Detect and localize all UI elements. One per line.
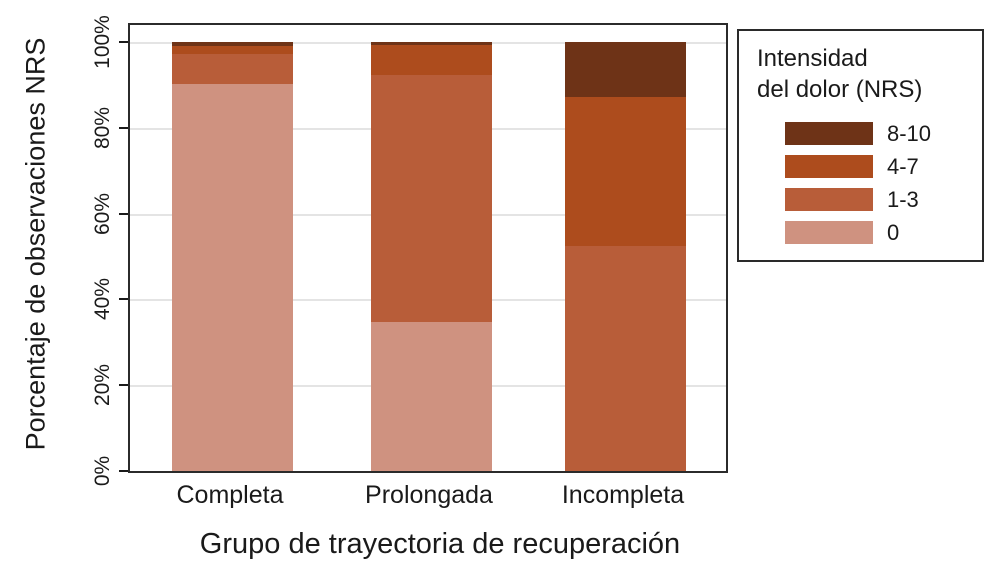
bar-incompleta <box>564 42 686 471</box>
legend-swatch-8-10 <box>785 122 873 145</box>
x-tick-label-incompleta: Incompleta <box>561 481 685 509</box>
y-tick-60% <box>119 212 128 215</box>
legend-swatch-0 <box>785 221 873 244</box>
y-tick-20% <box>119 384 128 387</box>
bar-incompleta-segment-1-3 <box>564 246 686 471</box>
y-tick-0% <box>119 470 128 472</box>
legend-title-line2: del dolor (NRS) <box>757 76 923 103</box>
bar-completa-segment-8-10 <box>171 42 293 47</box>
bar-prolongada-segment-8-10 <box>370 42 492 45</box>
y-tick-label-0%: 0% <box>91 455 114 487</box>
bar-prolongada-segment-4-7 <box>370 44 492 76</box>
y-tick-80% <box>119 126 128 129</box>
legend-label-8-10: 8-10 <box>887 120 932 146</box>
legend-label-1-3: 1-3 <box>887 186 919 212</box>
legend-label-4-7: 4-7 <box>887 153 919 179</box>
legend-swatch-1-3 <box>785 188 873 211</box>
x-tick-label-prolongada: Prolongada <box>365 481 493 509</box>
plot-area <box>128 23 728 473</box>
bar-completa <box>171 42 293 471</box>
x-axis-title: Grupo de trayectoria de recuperación <box>199 528 681 560</box>
legend-title: Intensidad del dolor (NRS) <box>757 43 922 105</box>
bar-completa-segment-0 <box>171 84 293 471</box>
bar-completa-segment-4-7 <box>171 46 293 55</box>
bar-prolongada <box>370 42 492 471</box>
y-tick-label-100%: 100% <box>91 15 114 69</box>
legend: Intensidad del dolor (NRS) 8-10 4-7 1-3 0 <box>737 29 984 262</box>
y-tick-label-20%: 20% <box>91 364 114 407</box>
legend-swatch-4-7 <box>785 155 873 178</box>
bar-incompleta-segment-4-7 <box>564 97 686 247</box>
y-tick-label-40%: 40% <box>91 278 114 321</box>
y-tick-label-60%: 60% <box>91 192 114 235</box>
y-tick-100% <box>119 41 128 43</box>
legend-title-line1: Intensidad <box>757 45 868 72</box>
legend-label-0: 0 <box>887 219 900 245</box>
y-tick-40% <box>119 298 128 301</box>
bar-prolongada-segment-1-3 <box>370 75 492 323</box>
bar-completa-segment-1-3 <box>171 54 293 85</box>
bar-incompleta-segment-8-10 <box>564 42 686 98</box>
bar-prolongada-segment-0 <box>370 322 492 471</box>
x-tick-label-completa: Completa <box>176 481 284 509</box>
y-axis-title: Porcentaje de observaciones NRS <box>20 37 51 451</box>
y-tick-label-80%: 80% <box>91 106 114 149</box>
